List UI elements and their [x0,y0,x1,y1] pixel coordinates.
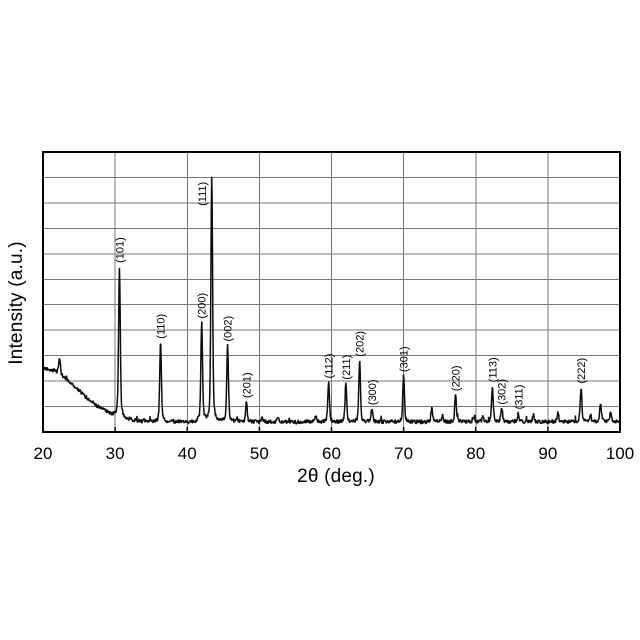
plot-frame [42,151,621,433]
x-tick-label: 20 [34,444,53,463]
x-tick-label: 70 [394,444,413,463]
x-tick-label: 30 [106,444,125,463]
peak-label-112: (112) [324,354,336,379]
peak-label-113: (113) [487,357,499,382]
peak-label-002: (002) [223,316,235,342]
peak-label-211: (211) [341,355,353,380]
peak-label-111: (111) [197,182,209,206]
x-tick-label: 100 [606,444,634,463]
x-tick-label: 50 [250,444,269,463]
x-axis-title: 2θ (deg.) [297,466,375,487]
peak-label-301: (301) [399,346,411,372]
x-tick-label: 80 [466,444,485,463]
peak-label-201: (201) [241,372,253,398]
peak-label-101: (101) [115,237,127,263]
x-tick-label: 60 [322,444,341,463]
peak-label-110: (110) [156,314,168,339]
peak-label-311: (311) [513,385,525,410]
peak-label-300: (300) [367,379,379,405]
peak-label-202: (202) [355,331,367,357]
peak-label-222: (222) [576,358,588,384]
xrd-trace [42,176,621,425]
x-tick-label: 40 [178,444,197,463]
y-axis-title: Intensity (a.u.) [6,241,27,365]
x-tick-label: 90 [538,444,557,463]
peak-label-220: (220) [451,365,463,391]
peak-label-200: (200) [197,293,209,319]
peak-label-302: (302) [497,379,509,405]
